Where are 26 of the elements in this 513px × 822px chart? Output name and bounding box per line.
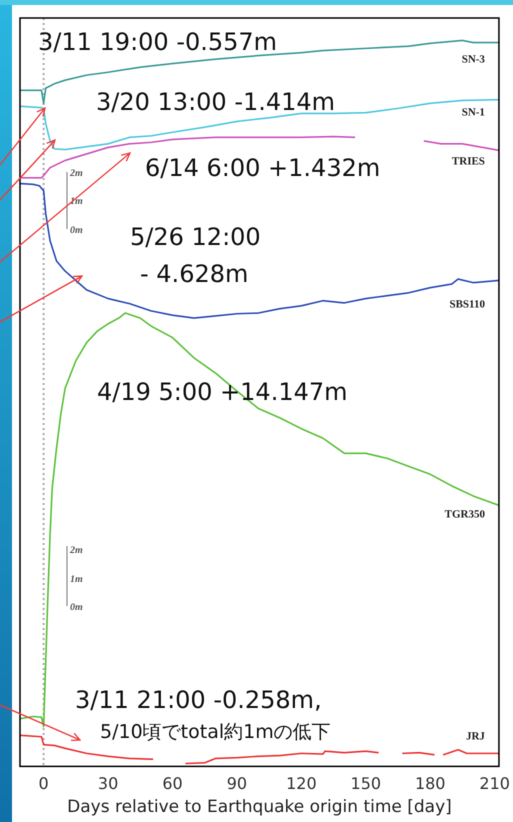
x-tick-label: 180 — [414, 774, 446, 794]
x-tick-label: 30 — [98, 774, 118, 794]
annotation: 0m — [70, 225, 83, 236]
series-label: SBS110 — [449, 298, 486, 310]
x-tick-label: 90 — [226, 774, 248, 794]
annotation: 1m — [70, 574, 83, 585]
x-tick-label: 210 — [479, 774, 510, 794]
series-label: SN-3 — [462, 54, 486, 66]
series-label: JRJ — [466, 730, 486, 742]
series-label: TRIES — [452, 155, 485, 168]
annotation: 3/11 21:00 -0.258m, — [75, 686, 322, 714]
annotation: 0m — [70, 602, 83, 613]
series-label: SN-1 — [462, 106, 485, 119]
annotation: 5/26 12:00 - 4.628m — [130, 223, 261, 288]
annotation: 5/10頃でtotal約1mの低下 — [100, 721, 331, 743]
annotation: 2m — [69, 545, 83, 556]
annotation: 6/14 6:00 +1.432m — [145, 154, 380, 182]
x-tick-label: 120 — [286, 774, 317, 794]
x-axis-title: Days relative to Earthquake origin time [day] — [67, 797, 452, 818]
annotation: 3/11 19:00 -0.557m — [38, 28, 278, 56]
series-label: TGR350 — [444, 508, 486, 520]
x-tick-label: 0 — [38, 774, 49, 794]
annotation: 2m — [69, 168, 83, 179]
annotation: 3/20 13:00 -1.414m — [96, 88, 336, 116]
x-tick-label: 60 — [162, 774, 183, 794]
x-tick-label: 150 — [350, 774, 382, 794]
